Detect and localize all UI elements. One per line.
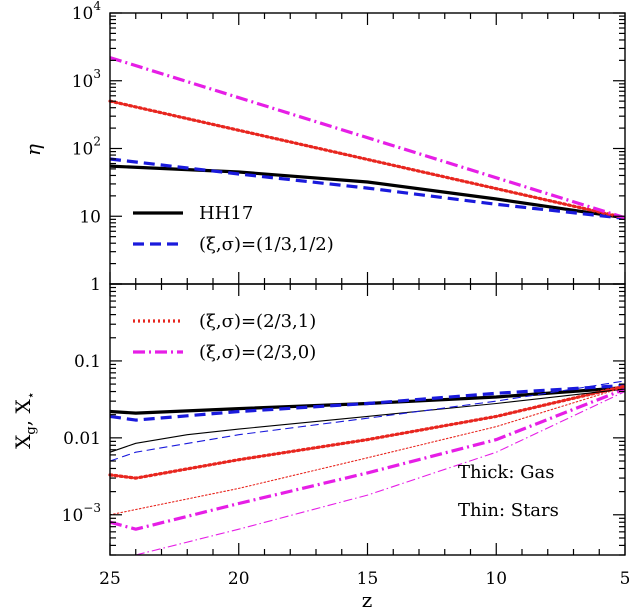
top-series-2-3-0 xyxy=(109,56,626,220)
legend-label-xi23-s0: (ξ,σ)=(2/3,0) xyxy=(199,342,316,363)
bottom-series-1-3-1-2-gas xyxy=(109,383,626,422)
top-ylabel: η xyxy=(21,144,45,156)
bottom-series-hh17-gas xyxy=(109,386,626,415)
bottom-series-2-3-0-gas xyxy=(109,387,626,531)
top-ytick-label: 102 xyxy=(72,135,101,160)
legend-label-hh17: HH17 xyxy=(199,203,253,224)
bottom-ytick-label: 0.01 xyxy=(63,429,101,449)
bottom-series-1-3-1-2-stars xyxy=(109,380,626,462)
top-ytick-label: 103 xyxy=(72,67,101,92)
top-series-group xyxy=(108,56,627,220)
bottom-ytick-labels: 10−3 0.01 0.1 xyxy=(62,352,101,526)
annotation-thin-stars: Thin: Stars xyxy=(458,500,559,521)
bottom-frame xyxy=(109,283,626,556)
top-series-2-3-1 xyxy=(108,99,627,220)
top-ytick-labels: 1 10 102 103 104 xyxy=(72,0,102,295)
bottom-legend: (ξ,σ)=(2/3,1) (ξ,σ)=(2/3,0) xyxy=(133,311,316,363)
legend-label-xi13: (ξ,σ)=(1/3,1/2) xyxy=(199,234,334,255)
bottom-ylabel: Xg, X⋆ xyxy=(11,391,39,449)
top-panel: 1 10 102 103 104 η HH17 (ξ,σ)=(1/3,1/2) xyxy=(21,0,627,295)
bottom-series-2-3-1-stars xyxy=(109,386,626,516)
top-ytick-label: 10 xyxy=(79,207,101,227)
bottom-xtick-labels: 25 20 15 10 5 xyxy=(99,569,629,589)
top-series-hh17 xyxy=(109,164,626,220)
bottom-xtick-label: 5 xyxy=(620,569,629,589)
bottom-series-2-3-0-stars xyxy=(135,391,626,556)
legend-label-xi23-s1: (ξ,σ)=(2/3,1) xyxy=(199,311,316,332)
bottom-panel: 10−3 0.01 0.1 25 20 15 10 5 z Xg, X⋆ (ξ,σ)=(2/… xyxy=(11,283,629,612)
top-frame xyxy=(109,12,626,285)
bottom-xtick-label: 10 xyxy=(485,569,507,589)
bottom-xtick-label: 25 xyxy=(99,569,121,589)
top-ytick-label: 1 xyxy=(90,275,101,295)
bottom-ytick-label: 0.1 xyxy=(74,352,101,372)
top-series-1-3-1-2 xyxy=(109,157,626,220)
bottom-xtick-label: 20 xyxy=(228,569,250,589)
top-ticks-group xyxy=(109,12,626,285)
bottom-series-hh17-stars xyxy=(109,388,626,453)
annotation-thick-gas: Thick: Gas xyxy=(458,462,554,483)
bottom-ytick-label: 10−3 xyxy=(62,501,101,526)
bottom-series-2-3-1-gas xyxy=(108,384,627,480)
top-ytick-label: 104 xyxy=(72,0,102,24)
bottom-xtick-label: 15 xyxy=(357,569,379,589)
bottom-xlabel: z xyxy=(362,588,373,612)
top-legend: HH17 (ξ,σ)=(1/3,1/2) xyxy=(133,203,334,255)
bottom-ticks-group xyxy=(109,283,626,556)
bottom-series-group xyxy=(108,380,627,556)
